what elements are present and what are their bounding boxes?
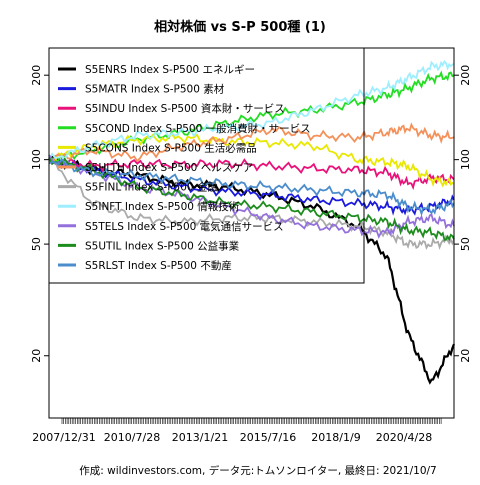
legend-label: S5FINL Index S-P500 金融 (85, 181, 218, 194)
x-tick-label: 2010/7/28 (104, 431, 160, 444)
series-line (48, 157, 455, 217)
x-tick-label: 2013/1/21 (172, 431, 228, 444)
y-tick-label-left: 50 (30, 237, 43, 251)
series-line (48, 122, 455, 164)
legend-label: S5MATR Index S-P500 素材 (85, 83, 225, 96)
series-line (48, 59, 455, 161)
x-tick-label: 2007/12/31 (32, 431, 95, 444)
axis-layer: 20 20 50 50 100 100 200 200 2007/12/31 2010/7/28 2… (30, 65, 472, 444)
legend-label: S5RLST Index S-P500 不動産 (85, 259, 232, 272)
y-tick-label-right: 200 (459, 65, 472, 86)
series-line (48, 154, 455, 239)
x-tick-label: 2018/1/9 (311, 431, 360, 444)
legend-label: S5CONS Index S-P500 生活必需品 (85, 141, 257, 154)
series-line (48, 157, 455, 191)
legend-label: S5UTIL Index S-P500 公益事業 (85, 239, 240, 252)
series-line (48, 155, 456, 385)
series-layer (48, 59, 456, 385)
y-tick-label-left: 200 (30, 65, 43, 86)
y-tick-label-left: 20 (30, 349, 43, 363)
y-tick-label-right: 50 (459, 237, 472, 251)
legend-label: S5HLTH Index S-P500 ヘルスケア (85, 162, 253, 174)
legend-label: S5TELS Index S-P500 電気通信サービス (85, 220, 284, 233)
x-tick-label: 2020/4/28 (376, 431, 432, 444)
x-tick-label: 2015/7/16 (240, 431, 296, 444)
legend-box (48, 47, 365, 284)
chart-title: 相対株価 vs S-P 500種 (1) (154, 19, 326, 35)
series-line (48, 160, 455, 251)
legend-label: S5INFT Index S-P500 情報技術 (85, 200, 240, 213)
y-tick-label-left: 100 (30, 149, 43, 170)
legend: S5ENRS Index S-P500 エネルギー S5MATR Index S-… (48, 47, 365, 284)
chart-footer: 作成: wildinvestors.com, データ元:トムソンロイター, 最終… (79, 464, 436, 477)
y-tick-label-right: 20 (459, 349, 472, 363)
legend-label: S5COND Index S-P500 一般消費財・サービス (85, 122, 311, 135)
y-tick-label-right: 100 (459, 149, 472, 170)
legend-label: S5INDU Index S-P500 資本財・サービス (85, 102, 285, 115)
legend-label: S5ENRS Index S-P500 エネルギー (85, 64, 255, 76)
series-line (48, 157, 455, 242)
